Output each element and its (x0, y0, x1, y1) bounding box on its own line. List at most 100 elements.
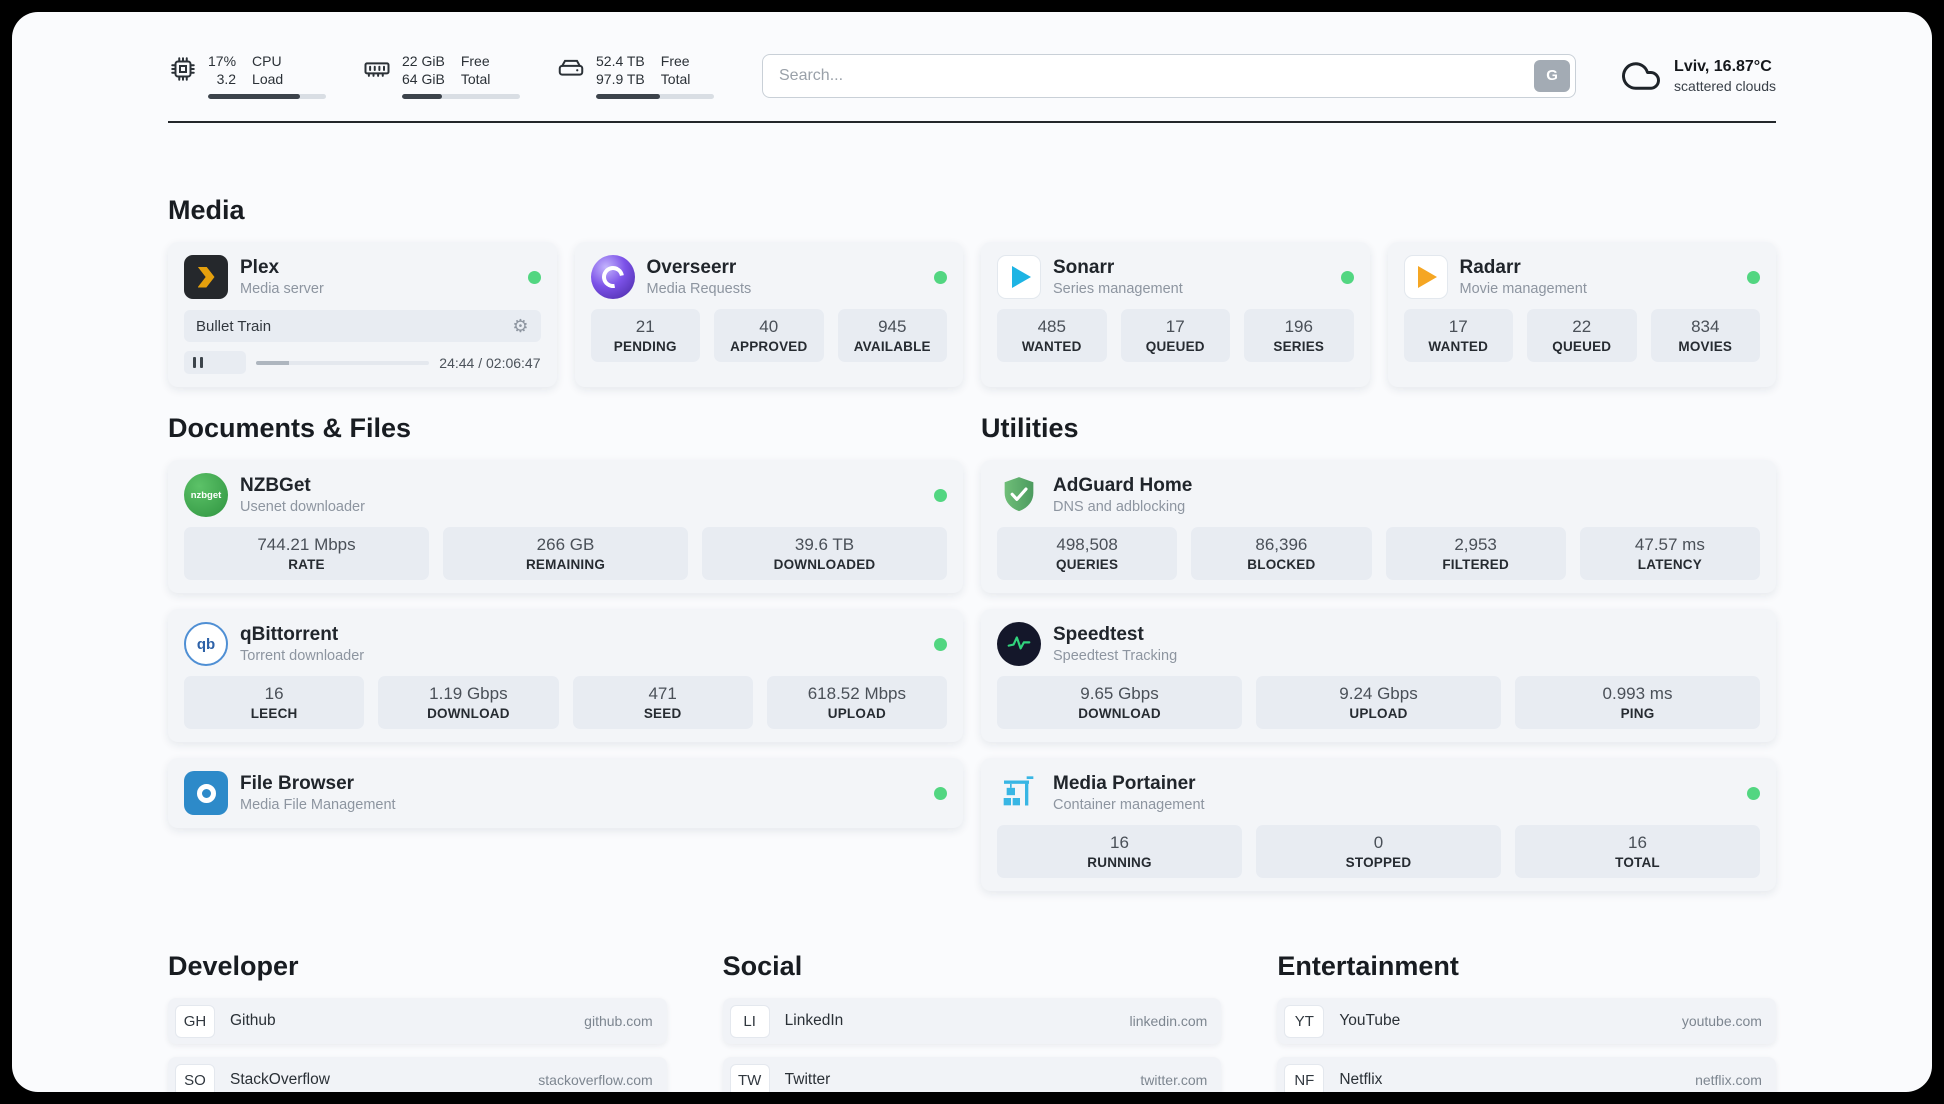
app-subtitle: Media server (240, 281, 324, 297)
stat-tile: 22 QUEUED (1527, 309, 1637, 362)
stat-tile: 9.24 Gbps UPLOAD (1256, 676, 1501, 729)
section-title-social: Social (722, 951, 803, 981)
seek-bar[interactable] (256, 360, 430, 365)
app-subtitle: Usenet downloader (240, 499, 365, 515)
stat-tile: 471 SEED (572, 676, 753, 729)
app-card-filebrowser[interactable]: File Browser Media File Management (168, 758, 963, 828)
memory-icon (362, 54, 392, 84)
bookmark-netflix[interactable]: NF Netflix netflix.com (1277, 1057, 1776, 1092)
card-header: Media Portainer Container management (997, 771, 1760, 815)
sonarr-icon (997, 255, 1041, 299)
stats-row: 16 RUNNING 0 STOPPED 16 TOTAL (997, 825, 1760, 878)
stat-tile: 2,953 FILTERED (1385, 527, 1566, 580)
bookmark-url: youtube.com (1681, 1013, 1762, 1029)
stat-label: BLOCKED (1247, 557, 1316, 572)
app-card-nzbget[interactable]: nzbget NZBGet Usenet downloader 744.21 M… (168, 460, 963, 593)
online-status-dot (934, 488, 947, 502)
app-card-portainer[interactable]: Media Portainer Container management 16 … (981, 758, 1776, 891)
stat-label: DOWNLOADED (773, 557, 876, 572)
app-title: AdGuard Home (1053, 475, 1193, 496)
app-subtitle: Media File Management (240, 797, 396, 813)
section-title-developer: Developer (168, 951, 299, 981)
stat-value: 17 (1448, 317, 1468, 336)
stat-label: STOPPED (1345, 855, 1412, 870)
stat-tile: 744.21 Mbps RATE (184, 527, 429, 580)
weather-condition: scattered clouds (1674, 77, 1776, 94)
bookmark-url: linkedin.com (1129, 1013, 1208, 1029)
pause-button[interactable] (184, 351, 246, 374)
dashboard-page: 17% 3.2 CPU Load (12, 12, 1932, 1092)
app-card-radarr[interactable]: Radarr Movie management 17 WANTED 22 QUE… (1387, 242, 1776, 387)
bookmark-name: Github (230, 1012, 276, 1029)
stat-value: 16 (1110, 833, 1129, 852)
app-subtitle: Speedtest Tracking (1053, 648, 1178, 664)
stat-value: 834 (1691, 317, 1720, 336)
search-input[interactable] (762, 53, 1577, 98)
bookmark-abbr-badge: TW (729, 1063, 770, 1092)
bookmark-name: StackOverflow (230, 1071, 330, 1088)
app-card-overseerr[interactable]: Overseerr Media Requests 21 PENDING 40 A… (574, 242, 963, 387)
bookmarks-row: Developer GH Github github.com SO StackO… (168, 951, 1776, 1092)
online-status-dot (527, 270, 541, 284)
stat-value: 0 (1373, 833, 1384, 852)
app-subtitle: Media Requests (646, 281, 752, 297)
bookmark-linkedin[interactable]: LI LinkedIn linkedin.com (722, 998, 1222, 1044)
stat-label: PENDING (613, 339, 677, 354)
stat-label: QUEUED (1552, 339, 1612, 354)
online-status-dot (934, 270, 947, 284)
plex-icon (184, 255, 228, 299)
app-subtitle: Movie management (1459, 281, 1587, 297)
app-card-adguard[interactable]: AdGuard Home DNS and adblocking 498,508 … (981, 460, 1776, 593)
disk-free-label: Free (660, 53, 690, 69)
section-title-entertainment: Entertainment (1277, 951, 1459, 981)
app-card-qbittorrent[interactable]: qb qBittorrent Torrent downloader 16 LEE… (168, 609, 963, 742)
stat-tile: 618.52 Mbps UPLOAD (766, 676, 947, 729)
entertainment-column: Entertainment YT YouTube youtube.com NF … (1277, 951, 1776, 1092)
bookmark-url: netflix.com (1695, 1072, 1762, 1088)
section-title-utilities: Utilities (981, 413, 1079, 443)
middle-columns: Documents & Files nzbget NZBGet Usenet d… (168, 387, 1776, 907)
app-title: Sonarr (1053, 257, 1115, 278)
stat-value: 9.24 Gbps (1339, 684, 1418, 703)
radarr-icon (1403, 255, 1448, 299)
app-title: Radarr (1459, 257, 1521, 278)
cpu-load-label: Load (252, 71, 284, 87)
stats-row: 9.65 Gbps DOWNLOAD 9.24 Gbps UPLOAD 0.99… (997, 676, 1760, 729)
card-header: qb qBittorrent Torrent downloader (184, 622, 947, 666)
stat-value: 86,396 (1255, 535, 1308, 554)
gear-icon[interactable]: ⚙ (512, 316, 529, 336)
stat-tile: 1.19 Gbps DOWNLOAD (378, 676, 559, 729)
stat-tile: 834 MOVIES (1650, 309, 1760, 362)
bookmark-youtube[interactable]: YT YouTube youtube.com (1277, 998, 1776, 1044)
card-header: Plex Media server (184, 255, 541, 299)
bookmark-github[interactable]: GH Github github.com (168, 998, 667, 1044)
disk-free-value: 52.4 TB (596, 53, 645, 69)
cpu-label: CPU (252, 53, 282, 69)
overseerr-icon (590, 255, 635, 299)
stat-tile: 16 TOTAL (1515, 825, 1760, 878)
online-status-dot (1747, 270, 1760, 284)
now-playing-bar: Bullet Train ⚙ (184, 310, 541, 342)
card-header: Sonarr Series management (997, 255, 1354, 299)
stat-tile: 196 SERIES (1244, 309, 1354, 362)
app-card-speedtest[interactable]: Speedtest Speedtest Tracking 9.65 Gbps D… (981, 609, 1776, 742)
ram-total-label: Total (460, 71, 491, 87)
app-card-plex[interactable]: Plex Media server Bullet Train ⚙ 24:44 /… (168, 242, 557, 387)
stat-tile: 0 STOPPED (1256, 825, 1501, 878)
disk-total-value: 97.9 TB (596, 71, 645, 87)
bookmark-abbr-badge: SO (175, 1063, 215, 1092)
bookmark-stackoverflow[interactable]: SO StackOverflow stackoverflow.com (168, 1057, 667, 1092)
card-header: Overseerr Media Requests (590, 255, 947, 299)
stat-label: SERIES (1273, 339, 1325, 354)
online-status-dot (934, 637, 947, 651)
stat-tile: 498,508 QUERIES (997, 527, 1178, 580)
stat-value: 2,953 (1454, 535, 1497, 554)
ram-total-value: 64 GiB (402, 71, 445, 87)
now-playing-title: Bullet Train (196, 317, 272, 335)
documents-column: Documents & Files nzbget NZBGet Usenet d… (168, 387, 963, 844)
card-header: Speedtest Speedtest Tracking (997, 622, 1760, 666)
app-card-sonarr[interactable]: Sonarr Series management 485 WANTED 17 Q… (981, 242, 1370, 387)
search-engine-button[interactable]: G (1534, 59, 1571, 92)
bookmark-twitter[interactable]: TW Twitter twitter.com (722, 1057, 1222, 1092)
bookmark-abbr-badge: YT (1284, 1004, 1325, 1038)
